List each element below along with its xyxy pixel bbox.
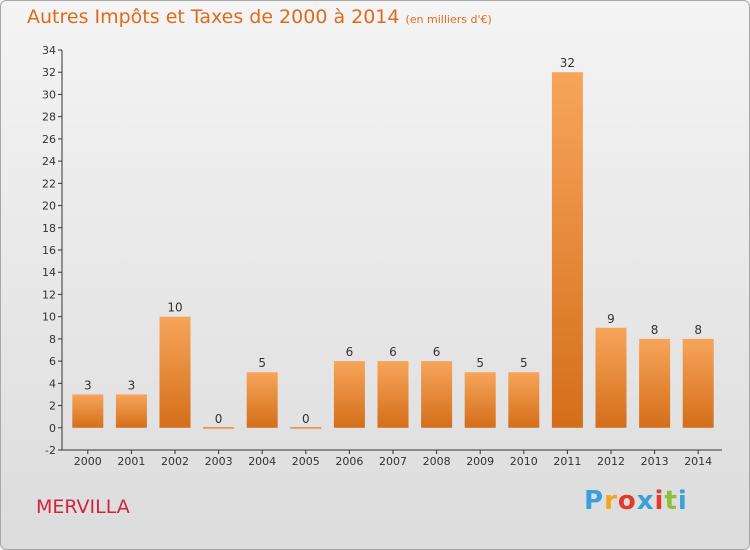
data-label: 5	[476, 356, 484, 370]
data-label: 32	[560, 56, 575, 70]
data-label: 3	[84, 378, 92, 392]
bar-2011	[551, 72, 583, 428]
bar-2005	[290, 427, 322, 429]
y-tick-label: 0	[49, 422, 56, 435]
bar-2009	[464, 372, 496, 428]
data-label: 6	[433, 345, 441, 359]
proxiti-logo: Proxiti	[584, 486, 688, 516]
y-tick-label: 6	[49, 355, 56, 368]
bar-2004	[246, 372, 278, 428]
x-tick-label: 2012	[597, 455, 625, 468]
x-tick-label: 2010	[510, 455, 538, 468]
bar-2002	[159, 316, 191, 428]
data-label: 5	[520, 356, 528, 370]
logo-letter: i	[677, 486, 688, 516]
x-tick-label: 2003	[205, 455, 233, 468]
bar-2014	[682, 338, 714, 428]
data-label: 10	[167, 301, 182, 315]
data-label: 6	[389, 345, 397, 359]
logo-letter: r	[604, 486, 618, 516]
x-tick-label: 2001	[117, 455, 145, 468]
y-tick-label: 24	[42, 155, 56, 168]
chart-title-block: Autres Impôts et Taxes de 2000 à 2014 (en…	[27, 6, 492, 28]
logo-letter: P	[584, 486, 605, 516]
y-tick-label: 2	[49, 400, 56, 413]
data-label: 5	[258, 356, 266, 370]
bar-2012	[595, 327, 627, 428]
y-tick-label: 16	[42, 244, 56, 257]
y-tick-label: 28	[42, 111, 56, 124]
data-label: 3	[128, 378, 136, 392]
y-tick-label: 30	[42, 88, 56, 101]
data-label: 0	[302, 412, 310, 426]
bar-2007	[377, 361, 409, 428]
x-tick-label: 2000	[74, 455, 102, 468]
y-tick-label: 14	[42, 266, 56, 279]
x-tick-label: 2007	[379, 455, 407, 468]
x-tick-label: 2004	[248, 455, 276, 468]
x-tick-label: 2002	[161, 455, 189, 468]
data-label: 9	[607, 312, 615, 326]
y-tick-label: 34	[42, 44, 56, 57]
x-tick-label: 2009	[466, 455, 494, 468]
y-tick-label: 32	[42, 66, 56, 79]
chart-subtitle: (en milliers d'€)	[405, 13, 492, 26]
x-tick-label: 2013	[641, 455, 669, 468]
x-tick-label: 2014	[684, 455, 712, 468]
bar-2000	[72, 394, 104, 428]
bar-2010	[508, 372, 540, 428]
bar-2013	[639, 338, 671, 428]
x-tick-label: 2006	[335, 455, 363, 468]
data-label: 0	[215, 412, 223, 426]
y-tick-label: 4	[49, 377, 56, 390]
chart-bars	[72, 72, 714, 429]
y-tick-label: 12	[42, 288, 56, 301]
y-tick-label: 10	[42, 311, 56, 324]
logo-letter: x	[636, 486, 655, 516]
bar-2001	[115, 394, 147, 428]
bar-2006	[333, 361, 365, 428]
x-tick-label: 2008	[423, 455, 451, 468]
data-label: 8	[651, 323, 659, 337]
bar-2003	[203, 427, 235, 429]
x-tick-label: 2011	[553, 455, 581, 468]
y-tick-label: 22	[42, 177, 56, 190]
y-tick-label: 20	[42, 200, 56, 213]
data-label: 6	[346, 345, 354, 359]
x-tick-label: 2005	[292, 455, 320, 468]
logo-letter: t	[664, 486, 678, 516]
y-tick-label: -2	[45, 444, 56, 457]
bar-2008	[421, 361, 453, 428]
logo-letter: i	[654, 486, 665, 516]
y-tick-label: 8	[49, 333, 56, 346]
commune-name: MERVILLA	[36, 496, 130, 518]
chart-title: Autres Impôts et Taxes de 2000 à 2014	[27, 6, 400, 28]
data-label: 8	[694, 323, 702, 337]
logo-letter: o	[617, 486, 637, 516]
y-tick-label: 18	[42, 222, 56, 235]
y-tick-label: 26	[42, 133, 56, 146]
